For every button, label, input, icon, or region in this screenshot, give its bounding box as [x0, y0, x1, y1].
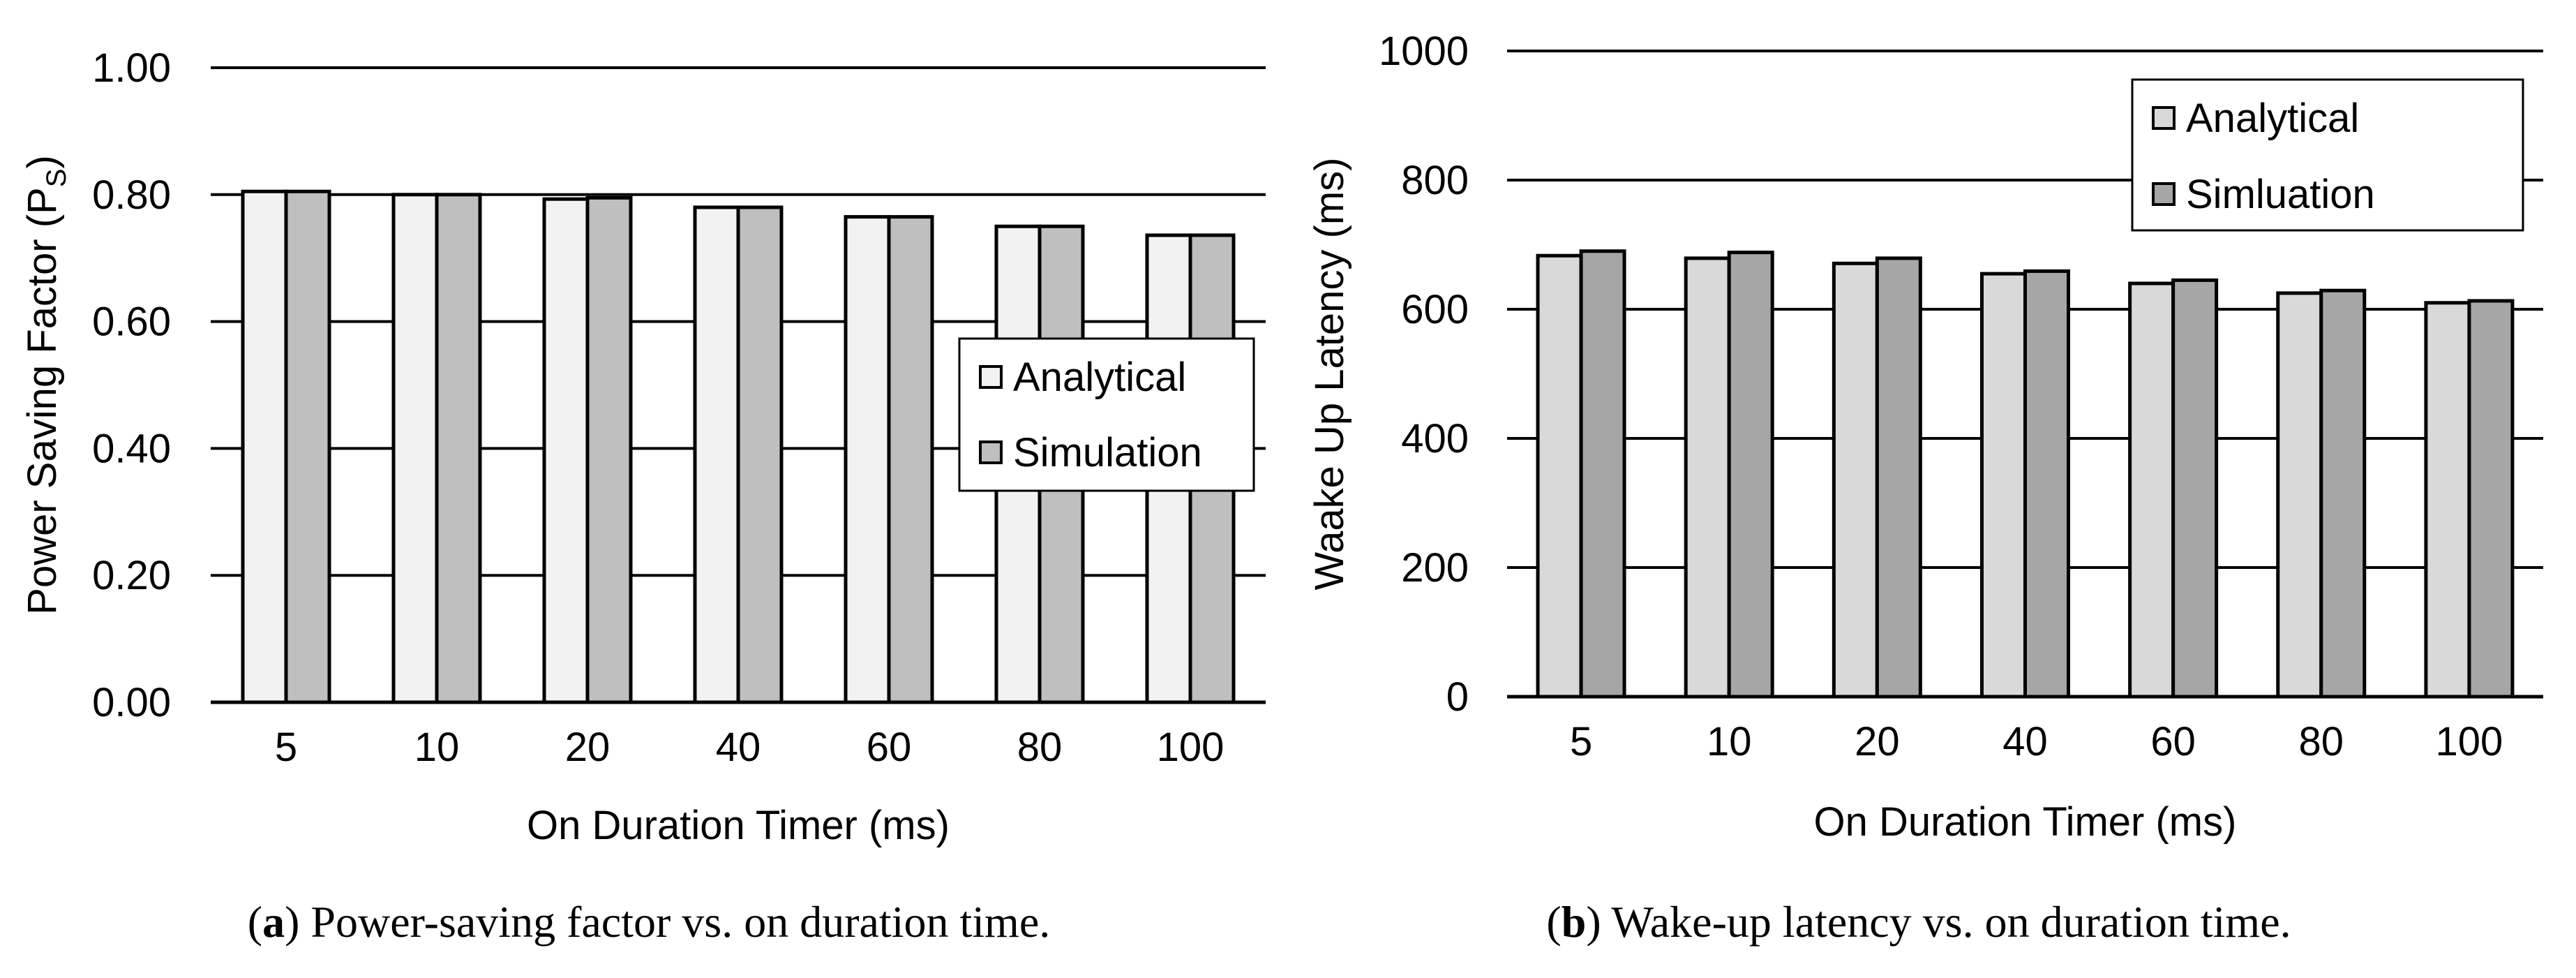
legend-label-simulation: Simulation: [1013, 430, 1202, 475]
y-tick-label: 0.60: [92, 299, 171, 345]
y-tick-label: 0.20: [92, 553, 171, 598]
bar-analytical-10: [1684, 256, 1731, 699]
y-axis-label-main: Power Saving Factor (P: [20, 187, 65, 614]
y-tick-label: 800: [1401, 158, 1469, 203]
caption-label: b: [1562, 897, 1587, 947]
y-tick-label: 1000: [1379, 29, 1469, 74]
y-tick-label: 600: [1401, 287, 1469, 332]
legend-swatch-analytical: [979, 365, 1003, 389]
bar-analytical-5: [1536, 253, 1583, 699]
y-axis-label-subscript: S: [41, 169, 72, 188]
y-tick-label: 0: [1446, 674, 1469, 720]
bar-simulation-10: [435, 193, 482, 704]
bar-simluation-100: [2467, 299, 2515, 699]
y-tick-label: 400: [1401, 416, 1469, 461]
x-axis-label: On Duration Timer (ms): [527, 803, 950, 848]
caption: (b) Wake-up latency vs. on duration time…: [1546, 897, 2291, 947]
caption: (a) Power-saving factor vs. on duration …: [248, 897, 1050, 947]
caption-paren-open: (: [248, 897, 262, 947]
legend: Analytical Simluation: [2131, 78, 2524, 232]
bar-analytical-10: [391, 193, 439, 704]
y-tick-label: 200: [1401, 545, 1469, 591]
y-tick-label: 0.00: [92, 680, 171, 725]
bar-simluation-40: [2023, 269, 2070, 699]
bar-simulation-5: [284, 189, 331, 704]
y-tick-label: 1.00: [92, 45, 171, 91]
bar-simulation-60: [887, 215, 934, 704]
legend-swatch-simluation: [2152, 182, 2176, 206]
bar-simluation-60: [2171, 278, 2219, 699]
legend-box: [958, 337, 1255, 492]
bar-analytical-60: [844, 215, 891, 704]
x-tick-label: 20: [565, 725, 611, 770]
bar-analytical-20: [1832, 261, 1879, 699]
bar-simulation-20: [585, 195, 633, 704]
x-axis-label: On Duration Timer (ms): [1814, 799, 2237, 845]
bar-simluation-10: [1727, 251, 1774, 699]
legend-box: [2131, 78, 2524, 232]
caption-label: a: [262, 897, 285, 947]
legend-label-analytical: Analytical: [1013, 355, 1186, 400]
x-tick-label: 20: [1855, 719, 1900, 764]
x-tick-label: 10: [1707, 719, 1752, 764]
bar-analytical-60: [2128, 281, 2176, 699]
chart-panel-a: 0.00 0.20 0.40 0.60 0.80 1.00 5 10 20 40 60 80 100 On…: [20, 45, 1266, 947]
caption-paren-open: (: [1546, 897, 1561, 947]
bar-analytical-20: [542, 197, 590, 704]
y-axis-label-close: ): [20, 155, 65, 168]
x-tick-label: 10: [414, 725, 460, 770]
legend-swatch-simulation: [979, 440, 1003, 464]
y-axis-label: Power Saving Factor (PS): [20, 155, 72, 614]
x-tick-label: 40: [716, 725, 761, 770]
x-tick-label: 80: [2299, 719, 2344, 764]
bar-analytical-5: [241, 189, 288, 704]
x-tick-label: 60: [867, 725, 912, 770]
bar-simluation-5: [1579, 249, 1626, 699]
bar-analytical-40: [1980, 272, 2027, 699]
x-tick-label: 5: [1570, 719, 1592, 764]
bar-simluation-20: [1875, 256, 1922, 699]
bar-simulation-40: [736, 205, 784, 704]
caption-text: ) Power-saving factor vs. on duration ti…: [285, 897, 1050, 947]
x-tick-label: 60: [2150, 719, 2196, 764]
legend-label-analytical: Analytical: [2186, 96, 2359, 141]
bar-simluation-80: [2319, 288, 2367, 699]
bar-analytical-80: [2276, 291, 2323, 699]
y-tick-label: 0.80: [92, 172, 171, 218]
y-axis-label: Waake Up Latency (ms): [1307, 158, 1352, 591]
caption-text: ) Wake-up latency vs. on duration time.: [1586, 897, 2291, 947]
legend-label-simluation: Simluation: [2186, 172, 2375, 217]
x-tick-label: 5: [275, 725, 297, 770]
legend-swatch-analytical: [2152, 106, 2176, 130]
x-tick-label: 40: [2002, 719, 2048, 764]
x-tick-label: 100: [2436, 719, 2503, 764]
x-tick-label: 100: [1157, 725, 1225, 770]
y-axis-label-main: Waake Up Latency (ms): [1307, 158, 1352, 591]
bar-analytical-100: [2424, 301, 2471, 699]
legend: Analytical Simulation: [958, 337, 1255, 492]
y-tick-label: 0.40: [92, 426, 171, 471]
x-tick-label: 80: [1017, 725, 1063, 770]
bar-analytical-40: [693, 205, 740, 704]
